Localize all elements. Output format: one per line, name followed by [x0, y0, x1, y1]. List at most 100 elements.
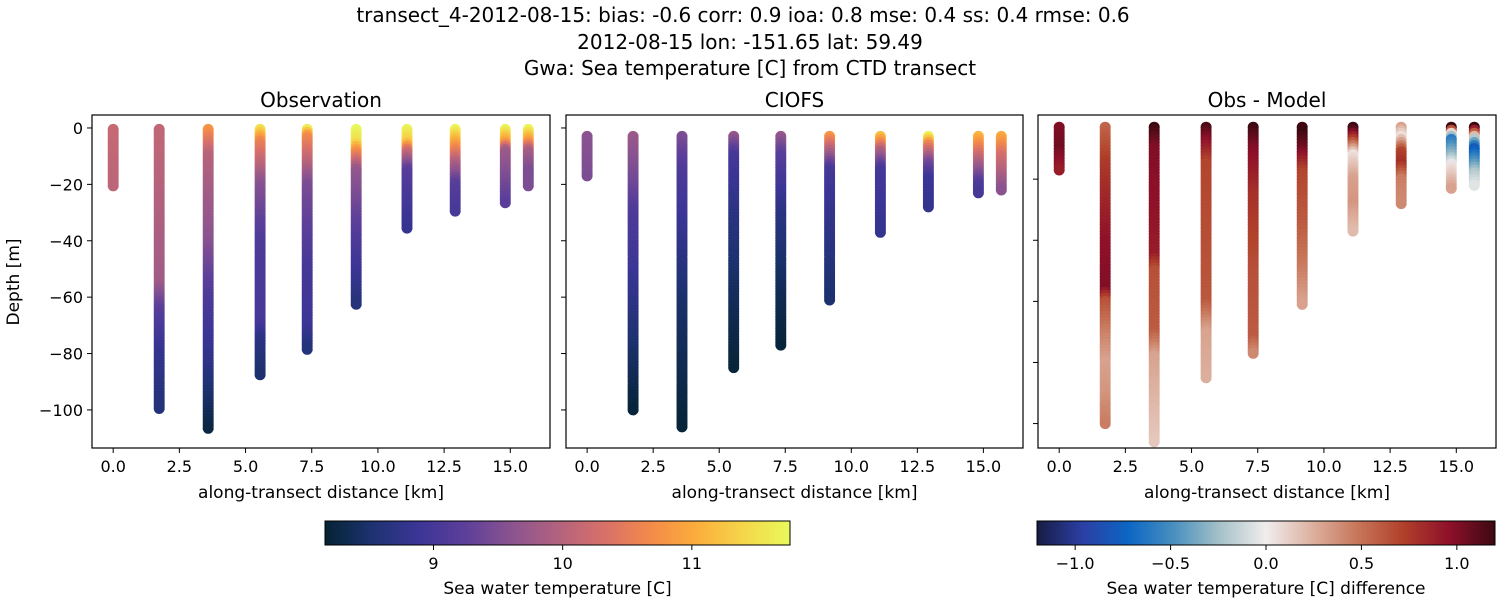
station-profile-9 — [972, 130, 984, 199]
colorbar-tick-label: 0.5 — [1349, 554, 1374, 573]
station-profile-1 — [1053, 121, 1065, 176]
y-tick-label: −40 — [49, 232, 83, 251]
suptitle-line-2: 2012-08-15 lon: -151.65 lat: 59.49 — [577, 30, 923, 54]
data-point — [107, 180, 119, 192]
station-profile-7 — [1347, 121, 1359, 237]
y-tick-label: −80 — [49, 345, 83, 364]
data-point — [728, 362, 740, 374]
scatter-points — [1053, 121, 1480, 448]
x-tick-label: 15.0 — [492, 457, 528, 476]
station-profile-10 — [522, 123, 534, 192]
panel-2: CIOFS 0.0 2.5 5.0 7.5 10.0 12.5 15.0 along-trans… — [561, 88, 1024, 503]
data-point — [1347, 225, 1359, 237]
station-profile-9 — [1445, 121, 1457, 194]
colorbar-label: Sea water temperature [C] difference — [1106, 579, 1425, 599]
data-point — [522, 180, 534, 192]
colorbar-gradient — [324, 520, 791, 546]
station-profile-8 — [1395, 121, 1407, 210]
data-point — [499, 197, 511, 209]
data-point — [1468, 179, 1480, 191]
x-tick-label: 2.5 — [640, 457, 665, 476]
station-profile-4 — [1200, 121, 1212, 384]
data-point — [581, 170, 593, 182]
station-profile-2 — [153, 123, 165, 414]
data-point — [401, 222, 413, 234]
x-tick-label: 12.5 — [426, 457, 462, 476]
scatter-points — [581, 130, 1007, 433]
station-profile-4 — [254, 123, 266, 381]
data-point — [1200, 372, 1212, 384]
y-tick-label: −60 — [49, 288, 83, 307]
suptitle-line-3: Gwa: Sea temperature [C] from CTD transe… — [524, 56, 976, 80]
data-point — [301, 343, 313, 355]
x-tick-label: 0.0 — [1046, 457, 1071, 476]
y-tick-label: −20 — [49, 175, 83, 194]
data-point — [254, 369, 266, 381]
difference-colorbar: −1.0 −0.5 0.0 0.5 1.0 Sea water temperature [… — [1036, 520, 1496, 599]
colorbar-tick-label: 1.0 — [1444, 554, 1469, 573]
x-tick-label: 2.5 — [1113, 457, 1138, 476]
station-profile-6 — [824, 130, 836, 306]
axes-frame — [1037, 114, 1497, 449]
axes-frame — [91, 114, 551, 449]
data-point — [922, 201, 934, 213]
station-profile-5 — [301, 123, 313, 355]
data-point — [1445, 182, 1457, 194]
y-tick-label: −100 — [39, 401, 83, 420]
data-point — [1296, 298, 1308, 310]
data-point — [995, 184, 1007, 196]
x-tick-label: 15.0 — [966, 457, 1002, 476]
station-profile-8 — [922, 130, 934, 213]
station-profile-5 — [775, 130, 787, 351]
colorbar-tick-label: 11 — [682, 554, 702, 573]
station-profile-6 — [350, 123, 362, 310]
station-profile-10 — [995, 130, 1007, 196]
panel-3: Obs - Model 0.0 2.5 5.0 7.5 10.0 12.5 15.0 along… — [1033, 88, 1497, 503]
data-point — [1395, 198, 1407, 210]
colorbar-tick-label: −0.5 — [1151, 554, 1190, 573]
colorbars: 9 10 11 Sea water temperature [C] −1.0 −0.5 0.… — [324, 520, 1496, 599]
colorbar-tick-label: −1.0 — [1056, 554, 1095, 573]
x-tick-label: 10.0 — [1306, 457, 1342, 476]
x-tick-label: 5.0 — [233, 457, 258, 476]
data-point — [676, 421, 688, 433]
station-profile-4 — [728, 130, 740, 374]
x-tick-label: 5.0 — [1179, 457, 1204, 476]
x-tick-label: 12.5 — [900, 457, 936, 476]
panels: Observation 0.0 2.5 5.0 7.5 10.0 12.5 15.0 0 −20 −… — [4, 88, 1497, 503]
station-profile-3 — [202, 123, 214, 434]
data-point — [874, 226, 886, 238]
station-profile-3 — [676, 130, 688, 433]
x-axis-label: along-transect distance [km] — [672, 483, 918, 503]
station-profile-2 — [627, 130, 639, 416]
x-tick-label: 12.5 — [1372, 457, 1408, 476]
colorbar-label: Sea water temperature [C] — [443, 579, 671, 599]
x-tick-label: 7.5 — [773, 457, 798, 476]
x-tick-label: 15.0 — [1438, 457, 1474, 476]
y-axis-label: Depth [m] — [4, 238, 24, 325]
panel-title: Observation — [260, 88, 382, 112]
panel-title: Obs - Model — [1208, 88, 1327, 112]
colorbar-tick-label: 0.0 — [1253, 554, 1278, 573]
colorbar-tick-label: 10 — [552, 554, 572, 573]
colorbar-gradient — [1036, 520, 1496, 546]
station-profile-6 — [1296, 121, 1308, 310]
data-point — [1053, 164, 1065, 176]
x-tick-label: 0.0 — [100, 457, 125, 476]
colorbar-tick-label: 9 — [428, 554, 438, 573]
x-tick-label: 7.5 — [1245, 457, 1270, 476]
data-point — [775, 339, 787, 351]
station-profile-1 — [107, 123, 119, 192]
x-axis-label: along-transect distance [km] — [1144, 483, 1390, 503]
y-tick-label: 0 — [73, 119, 83, 138]
data-point — [350, 298, 362, 310]
panel-1: Observation 0.0 2.5 5.0 7.5 10.0 12.5 15.0 0 −20 −… — [4, 88, 551, 503]
temperature-colorbar: 9 10 11 Sea water temperature [C] — [324, 520, 791, 599]
x-tick-label: 10.0 — [833, 457, 869, 476]
station-profile-5 — [1247, 121, 1259, 359]
axes-frame — [565, 114, 1024, 449]
x-tick-label: 0.0 — [574, 457, 599, 476]
station-profile-9 — [499, 123, 511, 209]
x-tick-label: 2.5 — [167, 457, 192, 476]
data-point — [202, 422, 214, 434]
